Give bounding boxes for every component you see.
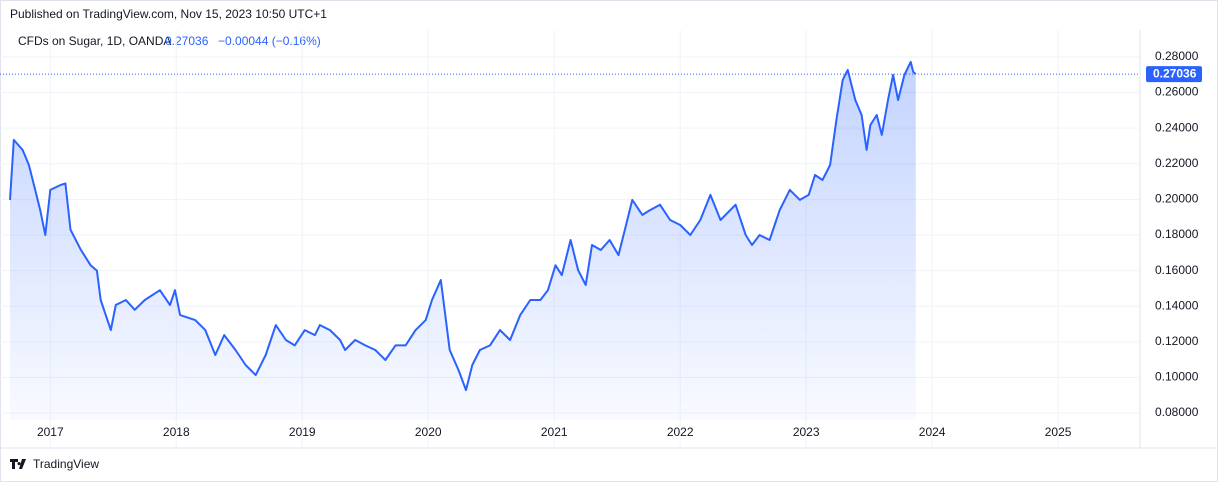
- symbol: CFDs on Sugar, 1D, OANDA: [18, 34, 171, 48]
- x-tick-label: 2018: [163, 425, 190, 439]
- y-tick-label: 0.12000: [1155, 334, 1199, 348]
- x-tick-label: 2017: [37, 425, 64, 439]
- y-tick-label: 0.18000: [1155, 227, 1199, 241]
- x-tick-label: 2025: [1045, 425, 1072, 439]
- area-fill: [10, 61, 916, 421]
- logo: [10, 459, 26, 469]
- last-price-box: [1146, 66, 1202, 83]
- x-tick-label: 2020: [415, 425, 442, 439]
- y-tick-label: 0.20000: [1155, 192, 1199, 206]
- last-price-label: 0.27036: [1153, 66, 1197, 80]
- x-tick-label: 2023: [793, 425, 820, 439]
- y-tick-label: 0.26000: [1155, 85, 1199, 99]
- x-tick-label: 2022: [667, 425, 694, 439]
- y-tick-label: 0.28000: [1155, 49, 1199, 63]
- y-tick-label: 0.08000: [1155, 405, 1199, 419]
- x-tick-label: 2019: [289, 425, 316, 439]
- y-tick-label: 0.24000: [1155, 120, 1199, 134]
- last-price: 0.27036: [165, 34, 209, 48]
- y-tick-label: 0.16000: [1155, 263, 1199, 277]
- x-tick-label: 2021: [541, 425, 568, 439]
- y-tick-label: 0.22000: [1155, 156, 1199, 170]
- footer-brand: TradingView: [33, 457, 99, 471]
- price-line: [9, 60, 917, 392]
- y-tick-label: 0.14000: [1155, 298, 1199, 312]
- price-change: −0.00044 (−0.16%): [218, 34, 321, 48]
- x-tick-label: 2024: [919, 425, 946, 439]
- y-tick-label: 0.10000: [1155, 370, 1199, 384]
- published: Published on TradingView.com, Nov 15, 20…: [10, 7, 327, 21]
